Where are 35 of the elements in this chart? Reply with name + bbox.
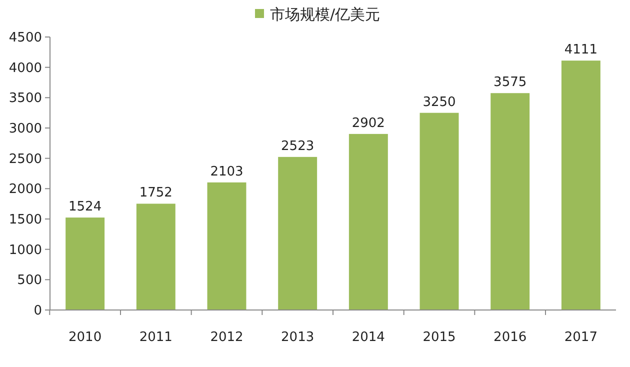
y-tick-label: 1000 (8, 242, 42, 258)
y-tick-label: 500 (17, 273, 42, 288)
y-tick-label: 4500 (8, 30, 42, 46)
data-label: 2103 (210, 164, 244, 180)
data-label: 4111 (564, 42, 598, 58)
legend-label: 市场规模/亿美元 (270, 5, 380, 24)
data-label: 3250 (422, 94, 456, 110)
x-tick-label: 2015 (422, 330, 456, 345)
bar (561, 60, 600, 310)
x-tick-label: 2012 (210, 330, 244, 345)
data-label: 2902 (352, 116, 385, 131)
data-label: 3575 (494, 75, 527, 90)
bar (490, 93, 530, 310)
bar (207, 182, 246, 310)
data-label: 2523 (281, 138, 314, 154)
bar (278, 156, 318, 310)
y-tick-label: 2500 (8, 152, 42, 167)
data-label: 1752 (139, 186, 172, 201)
y-tick-label: 2000 (8, 182, 42, 198)
x-tick-label: 2017 (564, 330, 598, 345)
y-tick-label: 1500 (8, 212, 42, 228)
y-tick-label: 0 (34, 304, 42, 319)
x-tick-label: 2014 (352, 330, 385, 345)
bar (136, 204, 176, 310)
bar (66, 218, 105, 310)
data-label: 1524 (68, 200, 102, 215)
y-tick-label: 4000 (8, 60, 42, 76)
y-tick-label: 3500 (8, 91, 42, 106)
x-tick-label: 2016 (494, 330, 527, 345)
x-tick-label: 2013 (281, 330, 314, 345)
bar (420, 112, 459, 310)
x-tick-label: 2011 (139, 330, 172, 345)
x-tick-label: 2010 (68, 330, 102, 345)
y-tick-label: 3000 (8, 122, 42, 137)
bar (348, 134, 388, 310)
